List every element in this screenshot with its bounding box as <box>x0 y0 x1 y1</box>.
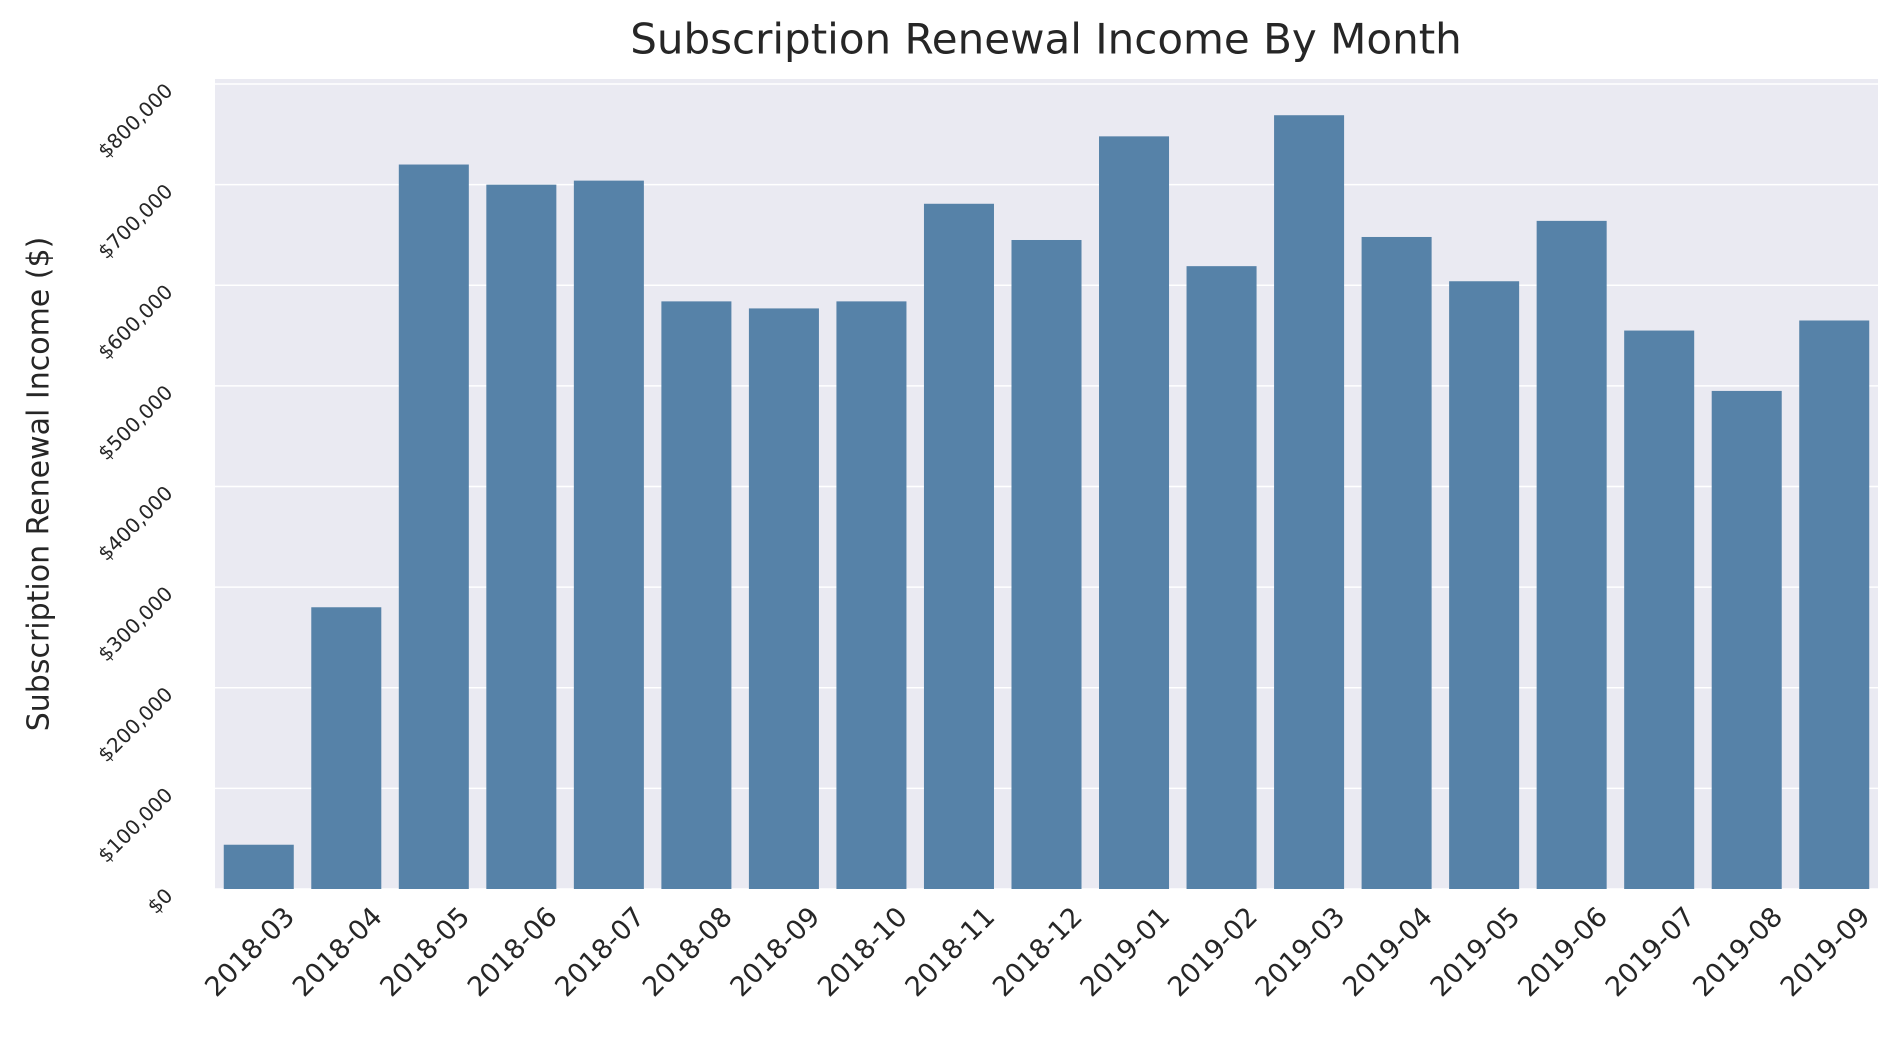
y-tick-label: $700,000 <box>93 179 177 263</box>
bar <box>1361 236 1432 889</box>
bar <box>1099 136 1170 890</box>
x-tick-label: 2019-04 <box>1337 901 1439 1003</box>
bar <box>311 607 382 889</box>
bar <box>1011 239 1082 890</box>
x-tick-label: 2019-07 <box>1600 901 1702 1003</box>
bar <box>1711 390 1782 889</box>
x-tick-label: 2018-06 <box>462 901 564 1003</box>
y-tick-label: $0 <box>142 883 177 918</box>
y-tick-label: $500,000 <box>93 380 177 464</box>
x-tick-label: 2018-07 <box>549 901 651 1003</box>
x-tick-label: 2019-03 <box>1250 901 1352 1003</box>
bar <box>748 308 819 889</box>
bar <box>1799 320 1870 889</box>
y-tick-label: $200,000 <box>93 682 177 766</box>
x-tick-label: 2019-05 <box>1425 901 1527 1003</box>
bar <box>1186 266 1257 889</box>
bar <box>1536 220 1607 889</box>
y-tick-label: $400,000 <box>93 481 177 565</box>
bar <box>1274 115 1345 889</box>
x-tick-label: 2018-09 <box>724 901 826 1003</box>
x-tick-label: 2019-09 <box>1775 901 1877 1003</box>
x-tick-label: 2018-03 <box>199 901 301 1003</box>
bar <box>223 844 294 889</box>
x-tick-label: 2019-01 <box>1075 901 1177 1003</box>
bar <box>836 301 907 889</box>
x-tick-label: 2018-08 <box>637 901 739 1003</box>
x-tick-label: 2018-11 <box>900 901 1002 1003</box>
bar <box>573 180 644 890</box>
y-tick-label: $800,000 <box>93 78 177 162</box>
x-tick-label: 2018-05 <box>374 901 476 1003</box>
bar <box>486 184 557 890</box>
y-axis-label: Subscription Renewal Income ($) <box>22 237 57 732</box>
x-tick-label: 2018-12 <box>987 901 1089 1003</box>
x-tick-label: 2018-10 <box>812 901 914 1003</box>
bar <box>661 301 732 889</box>
x-tick-label: 2019-02 <box>1162 901 1264 1003</box>
bar <box>1449 281 1520 890</box>
bar <box>1624 330 1695 889</box>
y-tick-label: $300,000 <box>93 582 177 666</box>
x-tick-label: 2019-08 <box>1687 901 1789 1003</box>
x-tick-label: 2019-06 <box>1512 901 1614 1003</box>
y-tick-label: $600,000 <box>93 280 177 364</box>
bar <box>923 203 994 889</box>
y-tick-label: $100,000 <box>93 783 177 867</box>
bar <box>398 164 469 889</box>
chart-title: Subscription Renewal Income By Month <box>630 15 1462 64</box>
x-tick-label: 2018-04 <box>287 901 389 1003</box>
